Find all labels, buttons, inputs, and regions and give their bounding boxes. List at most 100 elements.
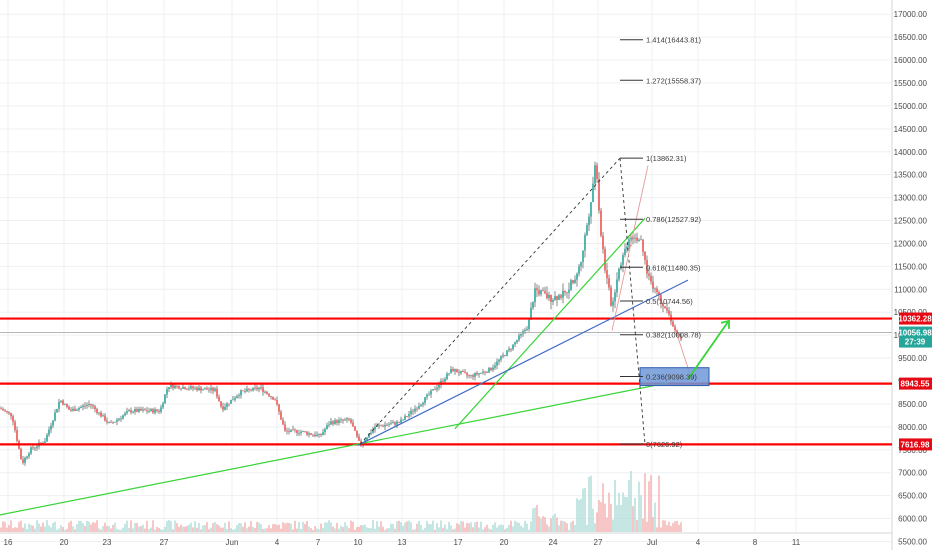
- candle-body: [226, 403, 228, 407]
- candle-body: [500, 356, 502, 360]
- candle-body: [32, 447, 34, 449]
- candle-body: [198, 387, 200, 391]
- candle-body: [216, 388, 218, 397]
- candle-body: [68, 406, 70, 410]
- volume-bar: [656, 527, 658, 532]
- volume-bar: [108, 525, 110, 532]
- volume-bar: [48, 525, 50, 532]
- volume-bar: [338, 528, 340, 532]
- candle-body: [178, 386, 180, 389]
- candle-body: [54, 412, 56, 421]
- candle-body: [460, 371, 462, 374]
- volume-bar: [258, 522, 260, 532]
- volume-bar: [506, 527, 508, 532]
- volume-bar: [44, 526, 46, 532]
- candle-body: [168, 387, 170, 390]
- candle-body: [208, 389, 210, 391]
- candle-body: [492, 367, 494, 371]
- candle-body: [604, 248, 606, 271]
- candle-body: [594, 165, 596, 184]
- candle-body: [458, 372, 460, 374]
- volume-bar: [352, 521, 354, 532]
- volume-bar: [568, 529, 570, 532]
- candle-body: [578, 266, 580, 274]
- candle-body: [118, 418, 120, 420]
- volume-bar: [422, 529, 424, 532]
- candle-body: [116, 419, 118, 422]
- candle-body: [224, 406, 226, 410]
- candle-body: [8, 411, 10, 413]
- candle-body: [602, 235, 604, 249]
- candle-body: [410, 410, 412, 415]
- volume-bar: [554, 513, 556, 532]
- volume-bar: [160, 529, 162, 532]
- candle-body: [668, 310, 670, 315]
- volume-bar: [28, 523, 30, 532]
- volume-bar: [226, 529, 228, 532]
- candle-body: [220, 401, 222, 407]
- volume-bar: [240, 523, 242, 532]
- candle-body: [344, 419, 346, 421]
- candle-body: [196, 387, 198, 391]
- candle-body: [164, 394, 166, 404]
- volume-bar: [104, 522, 106, 532]
- candle-body: [646, 259, 648, 274]
- volume-bar: [190, 522, 192, 532]
- volume-bar: [188, 524, 190, 532]
- candle-body: [600, 210, 602, 236]
- volume-bar: [56, 529, 58, 532]
- candle-body: [542, 290, 544, 292]
- x-tick-label: 27: [160, 538, 169, 547]
- volume-bar: [346, 525, 348, 532]
- candle-body: [528, 319, 530, 329]
- candle-body: [82, 405, 84, 407]
- volume-bar: [14, 527, 16, 532]
- candle-body: [524, 329, 526, 332]
- candle-body: [622, 255, 624, 265]
- candle-body: [394, 422, 396, 425]
- volume-bar: [312, 529, 314, 532]
- volume-bar: [356, 527, 358, 532]
- volume-bar: [580, 498, 582, 532]
- volume-bar: [644, 473, 646, 532]
- volume-bar: [464, 527, 466, 532]
- candle-body: [142, 409, 144, 411]
- volume-bar: [166, 521, 168, 532]
- candle-body: [246, 388, 248, 392]
- volume-bar: [342, 527, 344, 532]
- candle-body: [72, 408, 74, 411]
- candle-body: [268, 393, 270, 397]
- candle-body: [498, 359, 500, 362]
- candle-body: [128, 410, 130, 412]
- volume-bar: [354, 529, 356, 532]
- volume-bar: [370, 528, 372, 532]
- y-tick-label: 14500.00: [894, 125, 928, 134]
- volume-bar: [468, 523, 470, 532]
- candle-body: [240, 390, 242, 396]
- candle-body: [6, 411, 8, 412]
- volume-bar: [16, 527, 18, 532]
- candle-body: [200, 387, 202, 391]
- candle-body: [432, 389, 434, 391]
- fib-trend-pink: [611, 165, 649, 331]
- candle-body: [56, 408, 58, 413]
- volume-bar: [74, 529, 76, 532]
- volume-bar: [136, 522, 138, 532]
- volume-bar: [416, 523, 418, 532]
- volume-bar: [462, 521, 464, 532]
- candle-body: [418, 406, 420, 409]
- candle-body: [532, 302, 534, 308]
- fib-level-label: 1.414(16443.81): [646, 36, 702, 45]
- volume-bar: [198, 522, 200, 532]
- volume-bar: [598, 500, 600, 532]
- volume-bar: [514, 520, 516, 532]
- volume-bar: [382, 526, 384, 532]
- x-tick-label: Jul: [647, 538, 657, 547]
- volume-bar: [466, 522, 468, 532]
- candle-body: [50, 425, 52, 430]
- candle-body: [598, 178, 600, 211]
- candle-body: [96, 409, 98, 413]
- volume-bar: [282, 522, 284, 532]
